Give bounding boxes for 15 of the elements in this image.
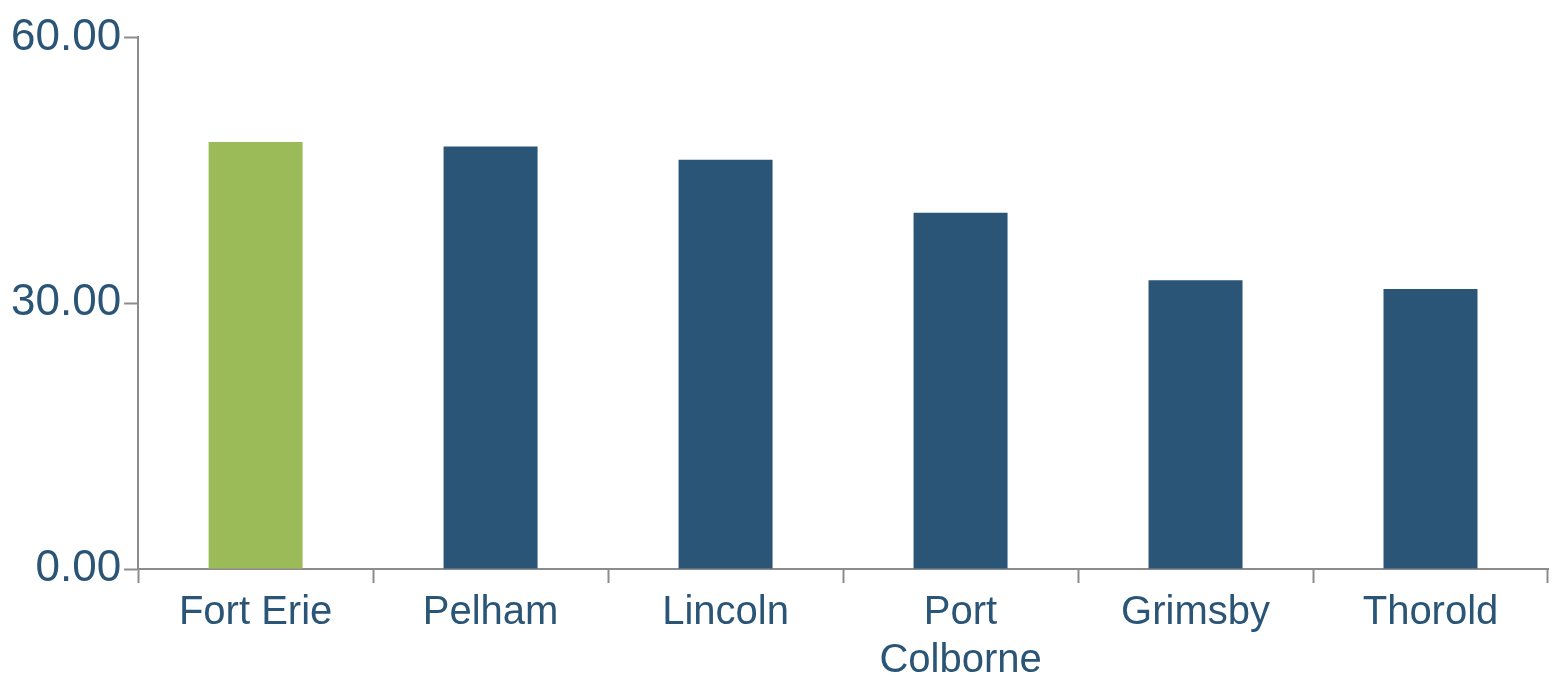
x-tick-label: Thorold [1362, 588, 1499, 633]
x-tick-label: Port Colborne [879, 588, 1042, 681]
bar [1148, 280, 1243, 569]
y-tick-label: 30.00 [11, 275, 122, 325]
x-tick-label: Grimsby [1121, 588, 1270, 633]
x-tick-label: Pelham [422, 588, 559, 633]
x-tick-label: Lincoln [662, 588, 789, 633]
bar [1383, 289, 1478, 569]
y-tick-label: 0.00 [35, 541, 122, 591]
bar [443, 146, 538, 569]
y-tick-label: 60.00 [11, 9, 122, 59]
bar [913, 212, 1008, 569]
bar [678, 159, 773, 569]
bar [208, 141, 303, 569]
x-tick-label: Fort Erie [178, 588, 333, 633]
